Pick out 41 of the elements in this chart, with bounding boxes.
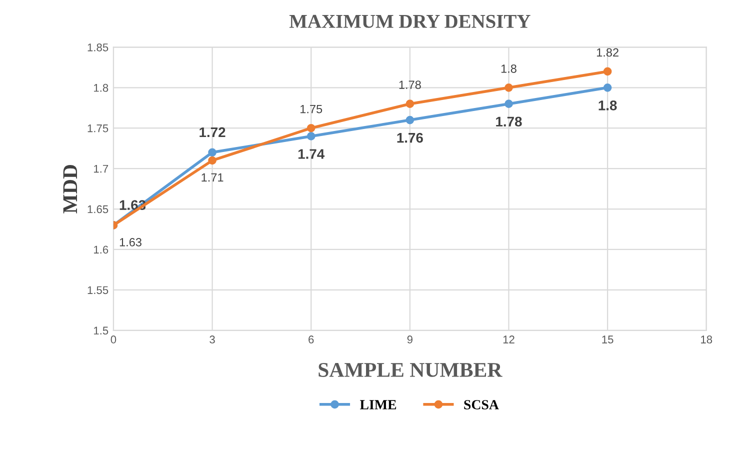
x-tick-label: 0 [110, 336, 116, 344]
data-label: 1.75 [300, 105, 322, 114]
y-tick-label: 1.65 [88, 205, 108, 214]
x-tick-label: 18 [701, 336, 712, 344]
data-label: 1.71 [202, 173, 224, 182]
x-axis-title: SAMPLE NUMBER [318, 362, 502, 377]
x-tick-label: 15 [602, 336, 614, 344]
y-tick-label: 1.5 [94, 326, 108, 335]
data-label: 1.74 [298, 149, 325, 159]
point [504, 83, 513, 92]
data-label: 1.63 [120, 238, 142, 246]
x-tick-label: 6 [308, 336, 314, 344]
data-label: 1.78 [399, 80, 421, 90]
legend-label: SCSA [464, 400, 499, 410]
data-label: 1.8 [598, 100, 617, 110]
y-tick-label: 1.55 [88, 286, 108, 294]
point [504, 100, 513, 108]
data-label: 1.82 [596, 48, 618, 57]
y-tick-label: 1.6 [94, 246, 108, 254]
data-label: 1.78 [496, 116, 522, 127]
data-label: 1.8 [501, 64, 516, 73]
point [306, 132, 316, 140]
point [306, 124, 316, 132]
chart-title: MAXIMUM DRY DENSITY [289, 14, 530, 28]
x-tick-label: 12 [503, 336, 514, 344]
point [406, 100, 414, 108]
y-tick-label: 1.85 [88, 43, 108, 52]
y-axis-title: MDD [63, 164, 78, 214]
y-tick-label: 1.8 [94, 84, 108, 92]
point [208, 156, 216, 165]
x-tick-label: 9 [407, 336, 412, 344]
y-tick-label: 1.75 [88, 124, 108, 132]
y-tick-label: 1.7 [94, 164, 108, 173]
x-tick-label: 3 [210, 336, 215, 344]
data-label: 1.76 [397, 132, 423, 143]
data-label: 1.72 [200, 127, 226, 138]
point [406, 116, 414, 124]
point [603, 83, 612, 92]
point [208, 148, 216, 157]
legend-label: LIME [360, 400, 396, 410]
point [603, 67, 612, 76]
